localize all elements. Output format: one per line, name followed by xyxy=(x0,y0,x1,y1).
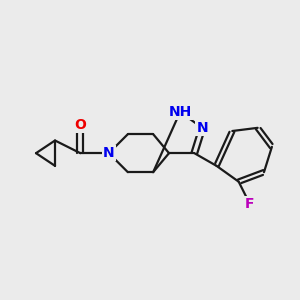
Text: NH: NH xyxy=(169,105,192,119)
Text: N: N xyxy=(103,146,115,160)
Text: O: O xyxy=(74,118,86,132)
Text: F: F xyxy=(245,197,254,211)
Text: N: N xyxy=(196,121,208,135)
